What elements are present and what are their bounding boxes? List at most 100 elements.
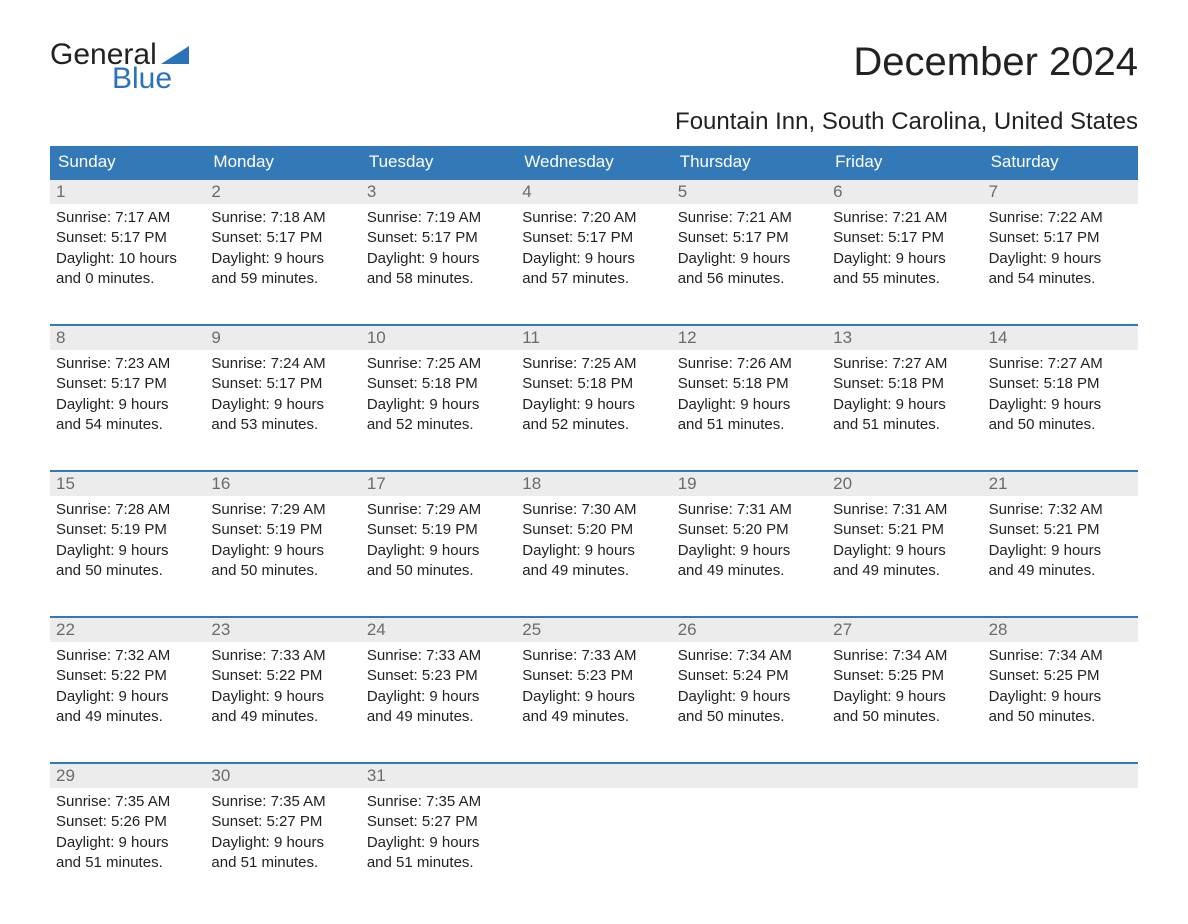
day-number-row: 1234567 <box>50 180 1138 204</box>
sunset-text: Sunset: 5:23 PM <box>367 666 510 686</box>
calendar-day-cell: Sunrise: 7:22 AMSunset: 5:17 PMDaylight:… <box>983 204 1138 300</box>
sunrise-text: Sunrise: 7:34 AM <box>989 646 1132 666</box>
day-number: 1 <box>50 180 205 204</box>
day-number: 13 <box>827 326 982 350</box>
sunrise-text: Sunrise: 7:31 AM <box>833 500 976 520</box>
calendar-day-cell: Sunrise: 7:29 AMSunset: 5:19 PMDaylight:… <box>205 496 360 592</box>
day-number: 16 <box>205 472 360 496</box>
day-number: 14 <box>983 326 1138 350</box>
daylight-line2: and 49 minutes. <box>56 707 199 727</box>
daylight-line1: Daylight: 9 hours <box>56 687 199 707</box>
daylight-line1: Daylight: 9 hours <box>56 395 199 415</box>
daylight-line1: Daylight: 9 hours <box>211 249 354 269</box>
sunrise-text: Sunrise: 7:26 AM <box>678 354 821 374</box>
daylight-line1: Daylight: 9 hours <box>211 395 354 415</box>
day-number: 28 <box>983 618 1138 642</box>
sunrise-text: Sunrise: 7:21 AM <box>833 208 976 228</box>
daylight-line1: Daylight: 9 hours <box>367 687 510 707</box>
daylight-line1: Daylight: 9 hours <box>522 687 665 707</box>
calendar-day-cell <box>672 788 827 884</box>
calendar-day-cell: Sunrise: 7:27 AMSunset: 5:18 PMDaylight:… <box>827 350 982 446</box>
day-number: 22 <box>50 618 205 642</box>
calendar-day-cell: Sunrise: 7:25 AMSunset: 5:18 PMDaylight:… <box>516 350 671 446</box>
sunrise-text: Sunrise: 7:29 AM <box>367 500 510 520</box>
day-number-row: 22232425262728 <box>50 618 1138 642</box>
daylight-line1: Daylight: 9 hours <box>211 687 354 707</box>
sunrise-text: Sunrise: 7:27 AM <box>989 354 1132 374</box>
brand-logo: General Blue <box>50 40 189 94</box>
sunset-text: Sunset: 5:27 PM <box>211 812 354 832</box>
daylight-line1: Daylight: 9 hours <box>989 541 1132 561</box>
daylight-line1: Daylight: 9 hours <box>989 395 1132 415</box>
day-number <box>516 764 671 788</box>
day-number: 7 <box>983 180 1138 204</box>
calendar: SundayMondayTuesdayWednesdayThursdayFrid… <box>50 146 1138 884</box>
sunset-text: Sunset: 5:20 PM <box>678 520 821 540</box>
page-header: General Blue December 2024 <box>50 40 1138 94</box>
calendar-day-cell: Sunrise: 7:25 AMSunset: 5:18 PMDaylight:… <box>361 350 516 446</box>
sunset-text: Sunset: 5:17 PM <box>989 228 1132 248</box>
daylight-line2: and 50 minutes. <box>211 561 354 581</box>
sunset-text: Sunset: 5:17 PM <box>367 228 510 248</box>
sunset-text: Sunset: 5:24 PM <box>678 666 821 686</box>
day-number: 31 <box>361 764 516 788</box>
day-number: 30 <box>205 764 360 788</box>
calendar-day-cell: Sunrise: 7:21 AMSunset: 5:17 PMDaylight:… <box>672 204 827 300</box>
sunrise-text: Sunrise: 7:25 AM <box>522 354 665 374</box>
day-number: 29 <box>50 764 205 788</box>
daylight-line2: and 50 minutes. <box>678 707 821 727</box>
day-number: 11 <box>516 326 671 350</box>
sunset-text: Sunset: 5:27 PM <box>367 812 510 832</box>
daylight-line1: Daylight: 9 hours <box>678 395 821 415</box>
day-number: 9 <box>205 326 360 350</box>
daylight-line2: and 50 minutes. <box>56 561 199 581</box>
calendar-day-cell: Sunrise: 7:21 AMSunset: 5:17 PMDaylight:… <box>827 204 982 300</box>
daylight-line2: and 53 minutes. <box>211 415 354 435</box>
daylight-line1: Daylight: 9 hours <box>833 541 976 561</box>
sunset-text: Sunset: 5:22 PM <box>56 666 199 686</box>
daylight-line1: Daylight: 9 hours <box>833 395 976 415</box>
calendar-week: 891011121314Sunrise: 7:23 AMSunset: 5:17… <box>50 324 1138 446</box>
day-of-week-header: SundayMondayTuesdayWednesdayThursdayFrid… <box>50 146 1138 178</box>
sunrise-text: Sunrise: 7:32 AM <box>989 500 1132 520</box>
calendar-week: 1234567Sunrise: 7:17 AMSunset: 5:17 PMDa… <box>50 178 1138 300</box>
day-number: 18 <box>516 472 671 496</box>
daylight-line2: and 52 minutes. <box>367 415 510 435</box>
daylight-line2: and 50 minutes. <box>989 415 1132 435</box>
sunrise-text: Sunrise: 7:28 AM <box>56 500 199 520</box>
calendar-day-cell: Sunrise: 7:23 AMSunset: 5:17 PMDaylight:… <box>50 350 205 446</box>
daylight-line1: Daylight: 9 hours <box>367 395 510 415</box>
day-number: 2 <box>205 180 360 204</box>
daylight-line2: and 52 minutes. <box>522 415 665 435</box>
location-text: Fountain Inn, South Carolina, United Sta… <box>50 108 1138 136</box>
daylight-line2: and 50 minutes. <box>367 561 510 581</box>
sunrise-text: Sunrise: 7:25 AM <box>367 354 510 374</box>
daylight-line2: and 49 minutes. <box>522 561 665 581</box>
sunset-text: Sunset: 5:18 PM <box>833 374 976 394</box>
day-number: 25 <box>516 618 671 642</box>
calendar-day-cell: Sunrise: 7:27 AMSunset: 5:18 PMDaylight:… <box>983 350 1138 446</box>
sunrise-text: Sunrise: 7:34 AM <box>833 646 976 666</box>
day-number: 20 <box>827 472 982 496</box>
sunrise-text: Sunrise: 7:23 AM <box>56 354 199 374</box>
day-of-week-cell: Thursday <box>672 146 827 178</box>
day-number: 26 <box>672 618 827 642</box>
day-of-week-cell: Sunday <box>50 146 205 178</box>
sunrise-text: Sunrise: 7:35 AM <box>211 792 354 812</box>
calendar-day-cell: Sunrise: 7:33 AMSunset: 5:23 PMDaylight:… <box>361 642 516 738</box>
calendar-day-cell <box>516 788 671 884</box>
sunrise-text: Sunrise: 7:33 AM <box>211 646 354 666</box>
daylight-line2: and 0 minutes. <box>56 269 199 289</box>
calendar-week: 293031Sunrise: 7:35 AMSunset: 5:26 PMDay… <box>50 762 1138 884</box>
sunrise-text: Sunrise: 7:20 AM <box>522 208 665 228</box>
sunrise-text: Sunrise: 7:33 AM <box>522 646 665 666</box>
daylight-line2: and 49 minutes. <box>522 707 665 727</box>
sunrise-text: Sunrise: 7:35 AM <box>56 792 199 812</box>
sunset-text: Sunset: 5:19 PM <box>211 520 354 540</box>
daylight-line2: and 51 minutes. <box>678 415 821 435</box>
day-of-week-cell: Wednesday <box>516 146 671 178</box>
sunset-text: Sunset: 5:23 PM <box>522 666 665 686</box>
sunrise-text: Sunrise: 7:29 AM <box>211 500 354 520</box>
calendar-day-cell: Sunrise: 7:33 AMSunset: 5:23 PMDaylight:… <box>516 642 671 738</box>
daylight-line1: Daylight: 9 hours <box>989 249 1132 269</box>
